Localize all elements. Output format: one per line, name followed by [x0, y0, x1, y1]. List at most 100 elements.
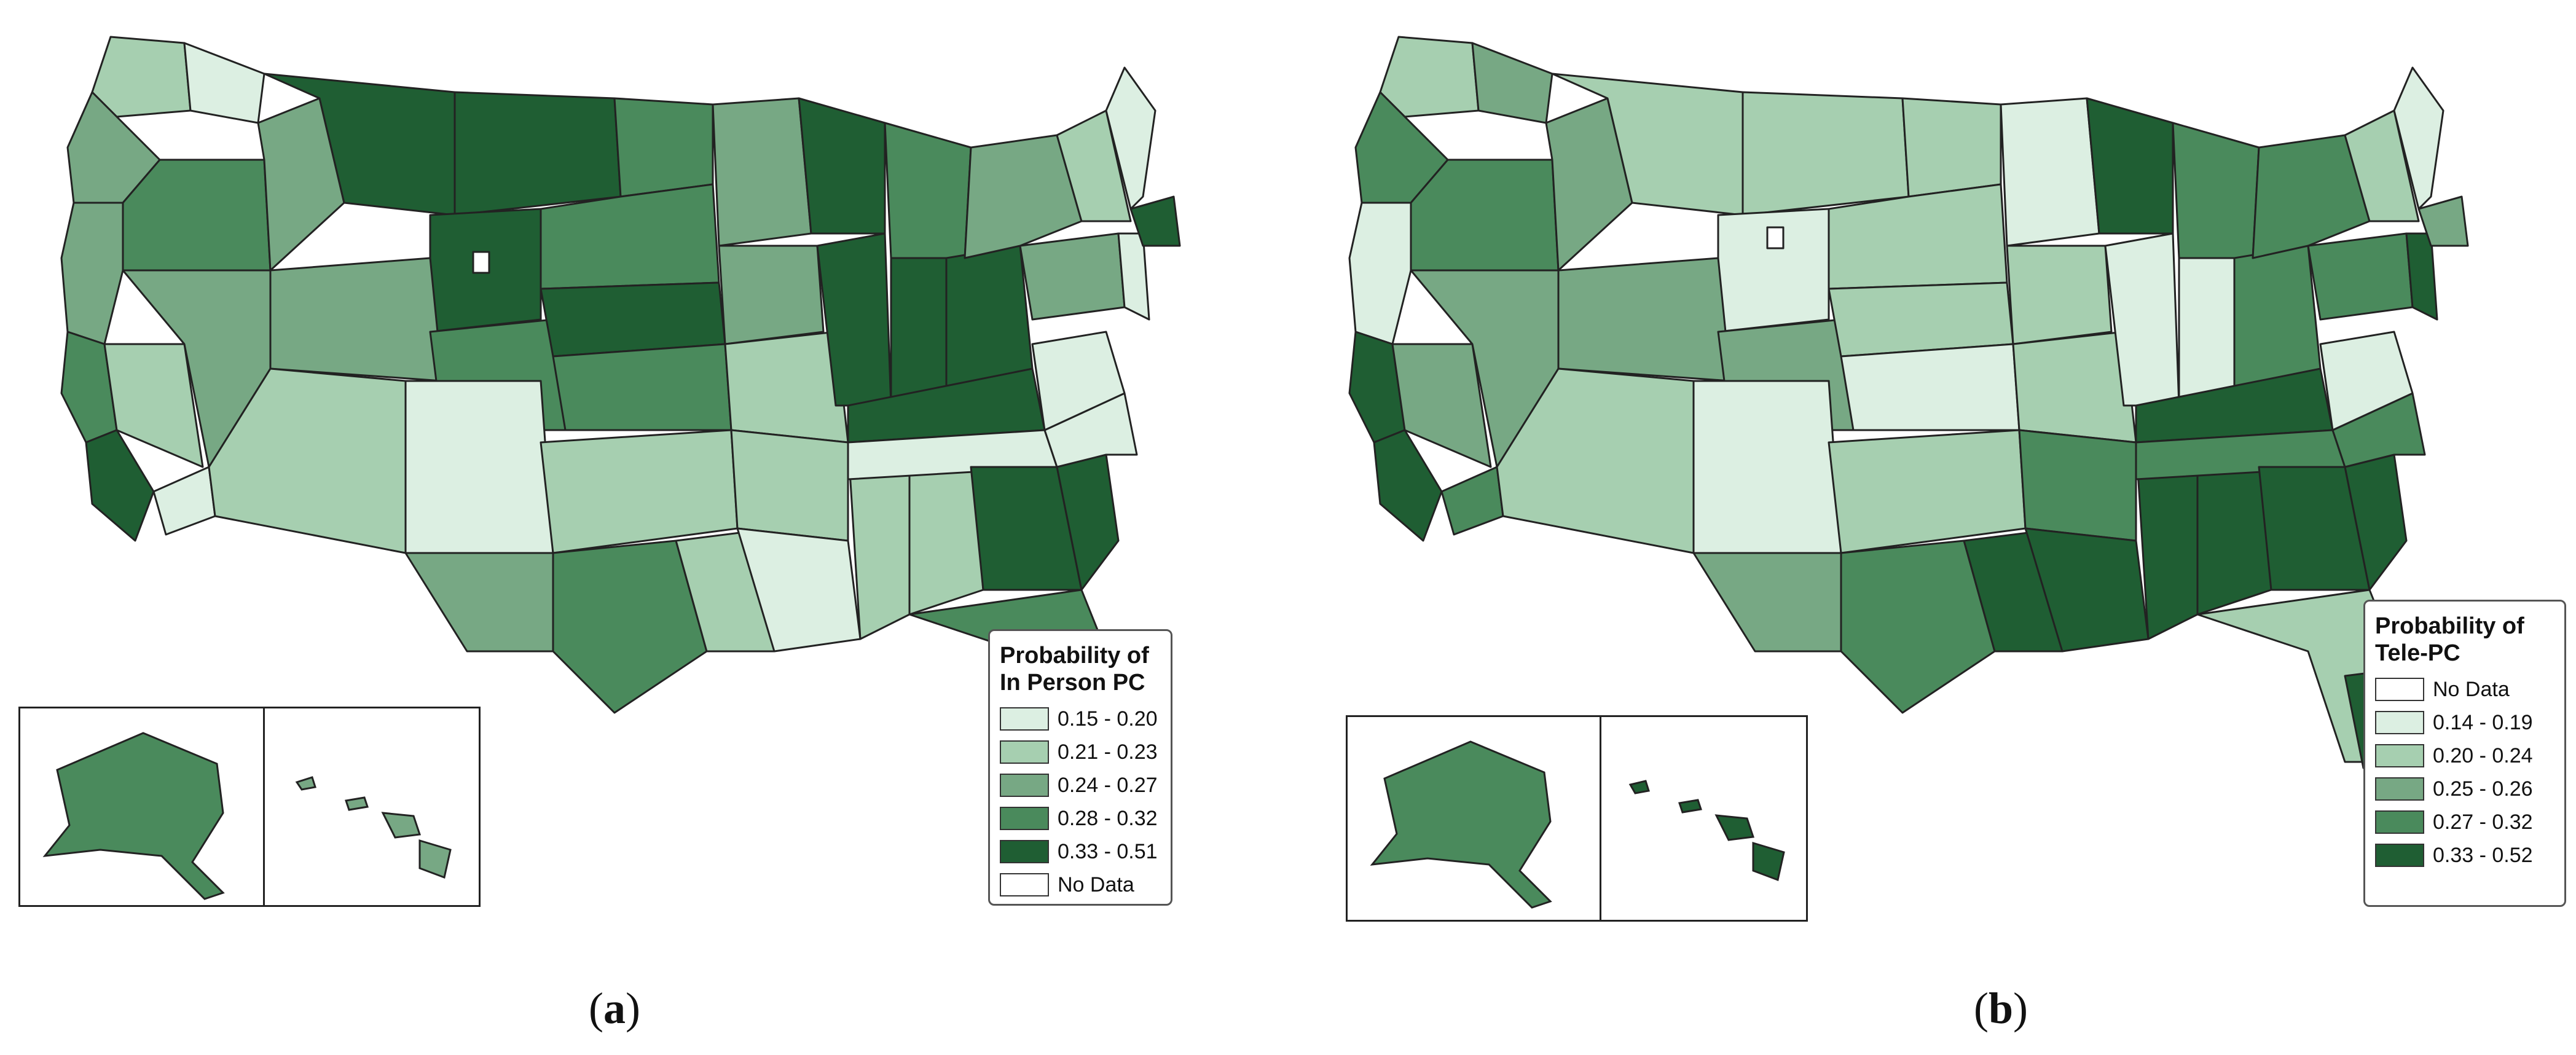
region-ca-central: [103, 343, 204, 468]
legend-row: 0.21 - 0.23: [1000, 735, 1161, 769]
region-wi: [2086, 97, 2174, 235]
no-data-wy: [472, 251, 490, 274]
region-ks: [552, 343, 732, 431]
legend-swatch: [1000, 707, 1049, 731]
legend-row: No Data: [2375, 673, 2554, 706]
region-mt-west: [1551, 73, 1744, 216]
legend-swatch: [2375, 744, 2424, 767]
caption-b: (b): [1973, 984, 2028, 1033]
region-ks: [1840, 343, 2020, 431]
region-in: [2178, 257, 2236, 407]
region-tx-central: [552, 539, 708, 714]
region-wa-east: [1471, 42, 1553, 124]
legend-title-line1: Probability of: [1000, 643, 1149, 669]
legend-label: 0.24 - 0.27: [1058, 773, 1158, 797]
region-wi: [798, 97, 886, 235]
region-ia: [718, 245, 825, 345]
region-tx-west: [1692, 552, 1842, 653]
legend-swatch: [1000, 774, 1049, 797]
legend-swatch: [1000, 807, 1049, 830]
region-mn: [2000, 97, 2100, 247]
region-mi: [2172, 122, 2260, 259]
legend-swatch: [1000, 873, 1049, 896]
legend-row: 0.33 - 0.51: [1000, 835, 1161, 868]
legend-label: 0.33 - 0.52: [2433, 843, 2533, 867]
legend-label: 0.27 - 0.32: [2433, 810, 2533, 834]
region-ok: [1828, 429, 2027, 554]
region-id: [1545, 97, 1633, 272]
region-ny: [964, 134, 1083, 259]
alaska-hawaii-inset-map: [42, 732, 452, 900]
region-ca-south: [1373, 429, 1443, 542]
legend-label: No Data: [2433, 677, 2510, 701]
legend-label: 0.25 - 0.26: [2433, 777, 2533, 801]
region-nm: [1692, 380, 1842, 554]
region-nd: [613, 97, 714, 198]
legend-swatch: [2375, 777, 2424, 801]
legend-label: 0.14 - 0.19: [2433, 710, 2533, 734]
region-hawaii: [295, 776, 452, 879]
legend-title-line2: In Person PC: [1000, 670, 1145, 696]
region-me: [1105, 66, 1156, 210]
region-mt-west: [263, 73, 456, 216]
legend-label: 0.15 - 0.20: [1058, 707, 1158, 731]
region-ca-north: [60, 202, 124, 345]
inset-divider: [1600, 717, 1601, 920]
region-ia: [2006, 245, 2113, 345]
region-alaska: [1370, 740, 1552, 909]
region-nj: [1117, 232, 1150, 321]
region-va: [2319, 331, 2414, 431]
region-me: [2393, 66, 2444, 210]
legend-row: No Data: [1000, 868, 1161, 901]
region-az-south: [152, 466, 216, 536]
region-tx-west: [404, 552, 554, 653]
inset-divider: [263, 708, 265, 905]
legend-row: 0.28 - 0.32: [1000, 802, 1161, 835]
legend-row: 0.27 - 0.32: [2375, 806, 2554, 839]
region-ca-south: [85, 429, 155, 542]
region-mt-east: [454, 91, 622, 216]
region-hawaii: [1628, 780, 1785, 882]
legend-swatch: [2375, 810, 2424, 834]
legend-title: Probability of In Person PC: [1000, 642, 1161, 696]
region-pa: [2307, 232, 2414, 321]
legend-swatch: [2375, 844, 2424, 867]
legend-row: 0.15 - 0.20: [1000, 702, 1161, 735]
legend-row: 0.20 - 0.24: [2375, 739, 2554, 772]
region-ok: [540, 429, 739, 554]
legend-swatch: [1000, 740, 1049, 764]
region-id: [257, 97, 345, 272]
alaska-hawaii-inset-map: [1370, 740, 1785, 909]
legend-label: 0.33 - 0.51: [1058, 839, 1158, 863]
region-ut: [1557, 257, 1732, 382]
legend-label: 0.21 - 0.23: [1058, 740, 1158, 764]
map-panel-b: Probability of Tele-PC No Data 0.14 - 0.…: [1288, 0, 2576, 1055]
region-ut: [269, 257, 444, 382]
region-wa-west: [1379, 36, 1480, 118]
region-wa-west: [91, 36, 192, 118]
us-choropleth-map-b: [1348, 36, 2469, 769]
legend-title: Probability of Tele-PC: [2375, 613, 2554, 667]
region-az-south: [1440, 466, 1504, 536]
region-tx-central: [1840, 539, 1996, 714]
region-nm: [404, 380, 554, 554]
region-pa: [1019, 232, 1126, 321]
legend-swatch: [2375, 678, 2424, 701]
legend-row: 0.24 - 0.27: [1000, 769, 1161, 802]
inset-alaska-hawaii: [18, 707, 481, 907]
caption-a: (a): [589, 984, 640, 1033]
legend-swatch: [1000, 840, 1049, 863]
legend-title-line2: Tele-PC: [2375, 640, 2460, 666]
region-mt-east: [1742, 91, 1910, 216]
region-ma: [2417, 195, 2469, 247]
map-panel-a: Probability of In Person PC 0.15 - 0.20 …: [18, 36, 1181, 1033]
region-nd: [1901, 97, 2002, 198]
region-alaska: [42, 732, 225, 900]
caption-letter: a: [603, 984, 626, 1033]
caption-letter: b: [1988, 984, 2014, 1033]
region-nj: [2405, 232, 2438, 321]
legend-label: 0.28 - 0.32: [1058, 806, 1158, 830]
inset-alaska-hawaii: [1346, 715, 1808, 922]
region-mi: [884, 122, 972, 259]
region-ma: [1129, 195, 1181, 247]
